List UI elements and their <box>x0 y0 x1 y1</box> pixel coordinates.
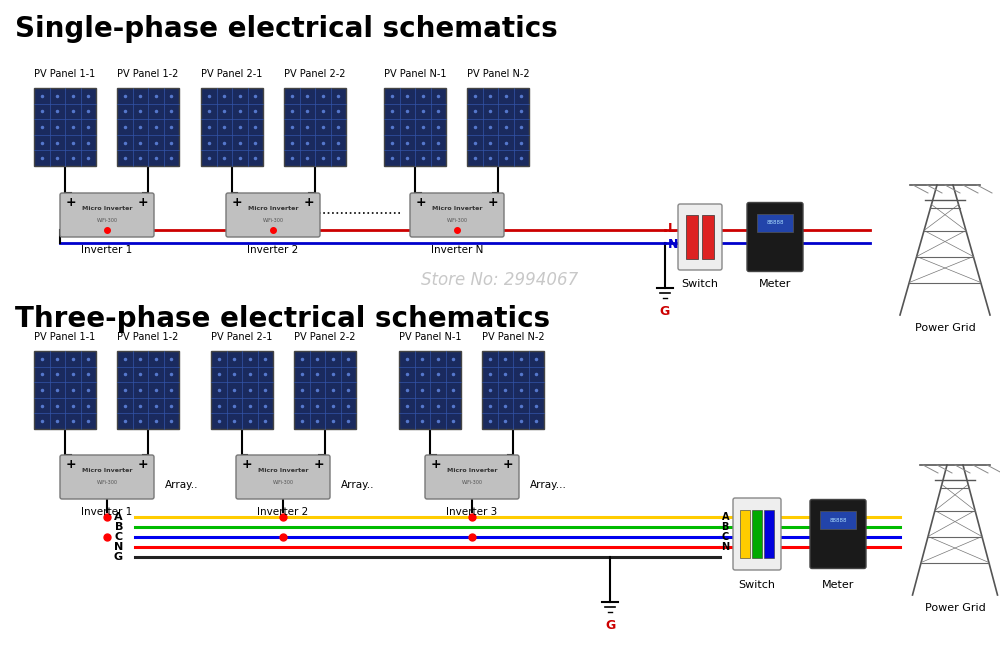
Text: Inverter 1: Inverter 1 <box>81 245 133 255</box>
Text: Array..: Array.. <box>341 480 374 490</box>
Bar <box>211 351 273 429</box>
Text: Power Grid: Power Grid <box>915 323 975 333</box>
Bar <box>820 511 856 529</box>
Bar <box>384 88 446 166</box>
Text: A: A <box>114 512 123 522</box>
Text: Micro Inverter: Micro Inverter <box>432 206 482 210</box>
FancyBboxPatch shape <box>733 498 781 570</box>
Text: Single-phase electrical schematics: Single-phase electrical schematics <box>15 15 558 43</box>
Bar <box>117 88 179 166</box>
Bar <box>467 88 529 166</box>
Text: WiFi-300: WiFi-300 <box>272 479 294 484</box>
Text: Inverter 3: Inverter 3 <box>446 507 498 517</box>
Text: WiFi-300: WiFi-300 <box>96 217 118 223</box>
Bar <box>686 215 698 259</box>
Text: +: + <box>138 459 148 471</box>
Text: L: L <box>668 223 676 235</box>
Text: Inverter 2: Inverter 2 <box>247 245 299 255</box>
Bar <box>399 351 461 429</box>
Text: N: N <box>721 542 729 552</box>
Text: WiFi-300: WiFi-300 <box>462 479 482 484</box>
Text: PV Panel 1-2: PV Panel 1-2 <box>117 332 179 342</box>
Text: Micro Inverter: Micro Inverter <box>248 206 298 210</box>
Text: PV Panel 2-1: PV Panel 2-1 <box>201 69 263 79</box>
Text: +: + <box>304 197 314 210</box>
Text: G: G <box>605 619 615 632</box>
Text: B: B <box>115 522 123 532</box>
Text: 88888: 88888 <box>829 517 847 522</box>
Text: PV Panel 1-2: PV Panel 1-2 <box>117 69 179 79</box>
Text: PV Panel 1-1: PV Panel 1-1 <box>34 69 96 79</box>
Bar <box>740 510 750 558</box>
Text: PV Panel N-1: PV Panel N-1 <box>399 332 461 342</box>
Text: +: + <box>232 197 242 210</box>
Text: +: + <box>416 197 426 210</box>
Text: Inverter 2: Inverter 2 <box>257 507 309 517</box>
Text: Power Grid: Power Grid <box>925 603 985 613</box>
Text: +: + <box>66 197 76 210</box>
Bar <box>757 214 793 232</box>
Text: G: G <box>114 552 123 562</box>
Text: Switch: Switch <box>738 580 776 590</box>
Text: +: + <box>503 459 513 471</box>
Bar <box>34 88 96 166</box>
Text: +: + <box>242 459 252 471</box>
Text: N: N <box>668 237 678 250</box>
FancyBboxPatch shape <box>226 193 320 237</box>
Text: Micro Inverter: Micro Inverter <box>447 468 497 473</box>
Text: 88888: 88888 <box>766 221 784 226</box>
Text: PV Panel 2-2: PV Panel 2-2 <box>294 332 356 342</box>
Text: Inverter 1: Inverter 1 <box>81 507 133 517</box>
Text: PV Panel N-1: PV Panel N-1 <box>384 69 446 79</box>
Text: A: A <box>722 512 729 522</box>
Bar <box>702 215 714 259</box>
FancyBboxPatch shape <box>678 204 722 270</box>
Text: PV Panel 2-2: PV Panel 2-2 <box>284 69 346 79</box>
Text: Micro Inverter: Micro Inverter <box>82 468 132 473</box>
Text: +: + <box>431 459 441 471</box>
Text: +: + <box>66 459 76 471</box>
Text: PV Panel N-2: PV Panel N-2 <box>482 332 544 342</box>
Text: +: + <box>138 197 148 210</box>
Bar <box>34 351 96 429</box>
Bar <box>482 351 544 429</box>
Text: Meter: Meter <box>759 279 791 289</box>
Text: PV Panel N-2: PV Panel N-2 <box>467 69 529 79</box>
Text: C: C <box>722 532 729 542</box>
Text: C: C <box>115 532 123 542</box>
Text: Inverter N: Inverter N <box>431 245 483 255</box>
FancyBboxPatch shape <box>60 193 154 237</box>
Text: PV Panel 1-1: PV Panel 1-1 <box>34 332 96 342</box>
FancyBboxPatch shape <box>410 193 504 237</box>
FancyBboxPatch shape <box>425 455 519 499</box>
Bar <box>752 510 762 558</box>
Bar <box>764 510 774 558</box>
FancyBboxPatch shape <box>810 499 866 568</box>
Text: N: N <box>114 542 123 552</box>
Bar <box>201 88 263 166</box>
Text: PV Panel 2-1: PV Panel 2-1 <box>211 332 273 342</box>
Bar <box>294 351 356 429</box>
FancyBboxPatch shape <box>747 203 803 272</box>
Text: Meter: Meter <box>822 580 854 590</box>
Text: Micro Inverter: Micro Inverter <box>82 206 132 210</box>
FancyBboxPatch shape <box>60 455 154 499</box>
Text: Switch: Switch <box>682 279 718 289</box>
Text: +: + <box>314 459 324 471</box>
Text: WiFi-300: WiFi-300 <box>446 217 468 223</box>
Text: B: B <box>722 522 729 532</box>
Text: Micro Inverter: Micro Inverter <box>258 468 308 473</box>
Text: Store No: 2994067: Store No: 2994067 <box>421 271 579 289</box>
Bar <box>117 351 179 429</box>
FancyBboxPatch shape <box>236 455 330 499</box>
Text: Array..: Array.. <box>165 480 198 490</box>
Text: Three-phase electrical schematics: Three-phase electrical schematics <box>15 305 550 333</box>
Text: Array...: Array... <box>530 480 567 490</box>
Bar <box>284 88 346 166</box>
Text: WiFi-300: WiFi-300 <box>262 217 284 223</box>
Text: +: + <box>488 197 498 210</box>
Text: WiFi-300: WiFi-300 <box>96 479 118 484</box>
Text: G: G <box>660 305 670 318</box>
